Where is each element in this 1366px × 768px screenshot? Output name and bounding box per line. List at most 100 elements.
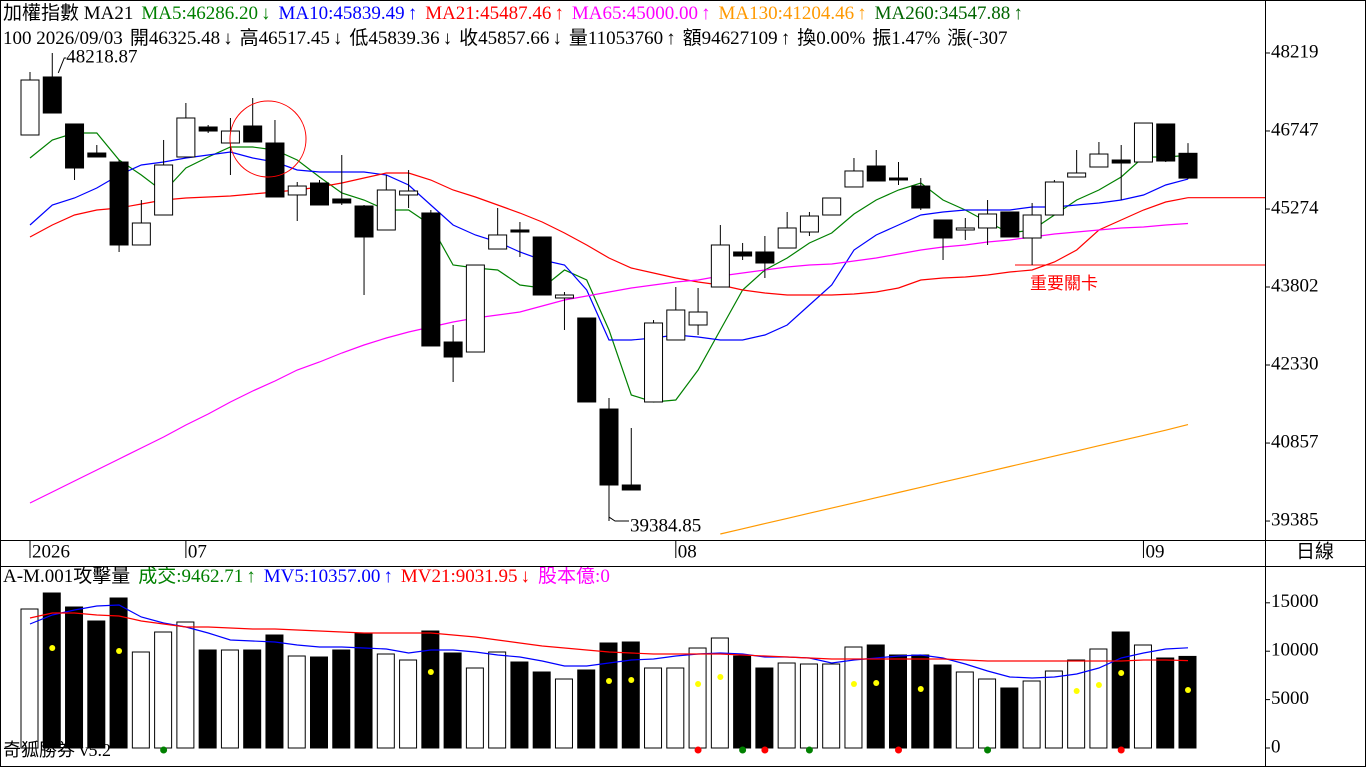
legend-arrow: ↓ <box>521 566 531 587</box>
volume-bar <box>376 653 395 749</box>
volume-bar <box>1067 659 1086 749</box>
volume-bar <box>733 655 752 749</box>
signal-dot <box>761 746 769 754</box>
volume-marker <box>873 680 880 687</box>
volume-bar <box>822 663 841 749</box>
volume-bar <box>777 662 796 749</box>
legend-entry: MA5:46286.20 <box>141 3 258 24</box>
price-panel <box>20 52 1265 535</box>
info-item: 振1.47% <box>872 27 940 49</box>
volume-bar <box>866 644 885 749</box>
x-tick-label: 08 <box>678 541 697 562</box>
volume-bar <box>1022 680 1041 749</box>
y-tick-label: 39385 <box>1271 509 1319 530</box>
y-tick-label: 10000 <box>1271 640 1319 661</box>
info-item: 高46517.45 <box>240 27 330 49</box>
volume-marker <box>1073 687 1080 694</box>
volume-bar <box>488 651 507 749</box>
candle-body <box>844 170 864 188</box>
volume-bar <box>621 641 640 749</box>
candle-body <box>599 408 619 486</box>
volume-bar <box>911 654 930 749</box>
legend-entry: MA260:34547.88 <box>875 3 1011 24</box>
volume-bar <box>844 646 863 749</box>
volume-bar <box>755 667 774 749</box>
info-item: 開46325.48 <box>130 28 220 49</box>
info-arrow: ↑ <box>666 28 676 49</box>
volume-marker <box>427 668 434 675</box>
volume-marker <box>1095 681 1102 688</box>
volume-bar <box>933 664 952 749</box>
legend-arrow: ↑ <box>554 3 564 24</box>
legend-entry: MV5:10357.00 <box>264 566 381 587</box>
candle-body <box>198 126 218 132</box>
volume-bar <box>666 667 685 749</box>
volume-bar <box>198 649 217 749</box>
volume-bar <box>644 667 663 749</box>
signal-dot <box>895 746 902 754</box>
legend-entry: MA21:45487.46 <box>425 3 551 24</box>
signal-dot <box>1117 746 1125 754</box>
volume-marker <box>1185 687 1191 694</box>
volume-bar <box>1000 687 1019 749</box>
candle-body <box>889 177 908 181</box>
info-arrow: ↓ <box>333 28 343 49</box>
candle-body <box>644 322 664 403</box>
candle-body <box>510 229 530 233</box>
header-line: 加權指數 MA21 MA5:46286.20 ↓ MA10:45839.49 ↑ MA21… <box>3 2 1023 24</box>
candle-body <box>866 165 886 182</box>
candle-body <box>332 198 352 204</box>
candle-body <box>465 264 485 353</box>
ma-line <box>29 172 1189 296</box>
candle-body <box>777 227 797 249</box>
candle-body <box>65 123 85 169</box>
info-arrow: ↑ <box>781 28 791 49</box>
candle-body <box>42 76 62 114</box>
volume-bar <box>399 659 418 749</box>
candle-body <box>710 244 730 288</box>
info-item: 換0.00% <box>797 27 865 49</box>
mv-line <box>29 604 1189 679</box>
candle-body <box>1178 152 1198 179</box>
volume-bar <box>710 637 729 749</box>
ma-line <box>29 222 1189 504</box>
volume-marker <box>49 645 56 652</box>
candle-body <box>1022 214 1042 239</box>
y-tick-label: 45274 <box>1271 197 1319 218</box>
info-arrow: ↓ <box>443 28 453 49</box>
volume-bar <box>978 678 997 749</box>
candle-body <box>554 294 574 299</box>
volume-marker <box>695 681 702 688</box>
volume-bar <box>87 620 106 749</box>
x-axis-label: 日線 <box>1296 540 1334 562</box>
axes: 重要關卡 48218.87 39384.85 39385 40857 42330 43802… <box>3 41 1334 760</box>
candle-body <box>421 212 441 347</box>
info-item: 漲(-307 <box>947 27 1007 49</box>
volume-title: A-M.001攻擊量 <box>3 565 130 587</box>
volume-bar <box>265 634 284 749</box>
candle-body <box>265 142 285 198</box>
ma-line <box>29 151 1189 341</box>
key-level-label: 重要關卡 <box>1030 274 1098 294</box>
volume-marker <box>116 648 123 655</box>
volume-bar <box>131 651 150 749</box>
info-item: 額94627109 <box>683 27 778 49</box>
volume-bar <box>421 630 440 749</box>
volume-header-line: A-M.001攻擊量 成交:9462.71 ↑ MV5:10357.00 ↑ MV21:9… <box>3 565 610 587</box>
volume-bar <box>109 597 128 749</box>
signal-dot <box>805 746 813 754</box>
legend-entry: 成交:9462.71 <box>138 565 243 587</box>
volume-header: A-M.001攻擊量 成交:9462.71 ↑ MV5:10357.00 ↑ MV21:9… <box>3 565 610 587</box>
candle-body <box>733 251 753 257</box>
candle-body <box>911 185 931 209</box>
candle-body <box>1089 153 1109 168</box>
volume-marker <box>917 686 924 693</box>
volume-bar <box>1133 644 1152 749</box>
info-arrow: ↓ <box>552 28 562 49</box>
header: 加權指數 MA21 MA5:46286.20 ↓ MA10:45839.49 ↑ MA21… <box>3 2 1023 49</box>
chart-title: 加權指數 MA21 <box>3 2 133 24</box>
y-tick-label: 0 <box>1271 736 1281 757</box>
legend-arrow: ↑ <box>408 3 418 24</box>
highlight-circle <box>229 100 307 178</box>
candle-body <box>666 309 686 341</box>
